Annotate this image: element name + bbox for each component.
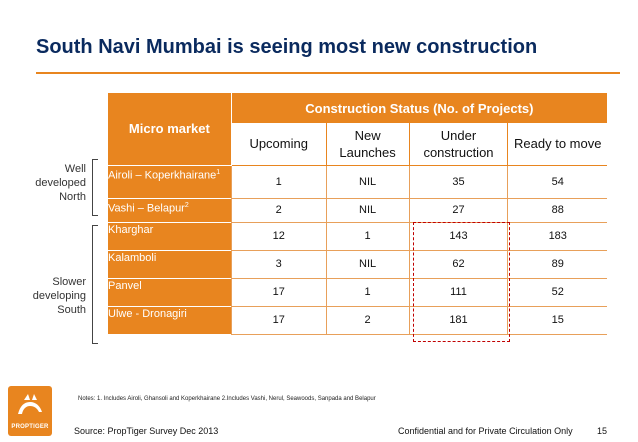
- source-note: Source: PropTiger Survey Dec 2013: [74, 426, 219, 436]
- page-number: 15: [597, 426, 608, 436]
- proptiger-logo: PROPTIGER: [8, 386, 52, 436]
- south-bracket: [92, 225, 98, 344]
- title-divider: [36, 72, 620, 74]
- micro-market-header: Micro market: [108, 93, 232, 165]
- cell: 62: [408, 250, 508, 279]
- row-name: Airoli – Koperkhairane1: [108, 164, 232, 198]
- col-upcoming: Upcoming: [230, 123, 327, 166]
- cell: 27: [408, 198, 508, 223]
- cell: NIL: [325, 198, 409, 223]
- table-row: Kalamboli 3 NIL 62 89: [108, 249, 607, 279]
- confidential-note: Confidential and for Private Circulation…: [398, 426, 573, 436]
- row-name: Panvel: [108, 277, 232, 306]
- cell: 3: [230, 250, 327, 279]
- row-name: Kharghar: [108, 221, 232, 250]
- status-header: Construction Status (No. of Projects): [231, 93, 607, 123]
- col-ready-to-move: Ready to move: [507, 123, 607, 166]
- cell: NIL: [325, 165, 409, 199]
- cell: 1: [230, 165, 327, 199]
- table-row: Airoli – Koperkhairane1 1 NIL 35 54: [108, 164, 607, 199]
- cell: 12: [230, 222, 327, 251]
- table-row: Vashi – Belapur2 2 NIL 27 88: [108, 197, 607, 223]
- col-new-launches: New Launches: [325, 123, 409, 166]
- cell: 89: [507, 250, 607, 279]
- north-bracket: [92, 159, 98, 216]
- table-row: Panvel 17 1 111 52: [108, 277, 607, 307]
- cell: 1: [325, 222, 409, 251]
- footnotes: Notes: 1. Includes Airoli, Ghansoli and …: [78, 396, 376, 402]
- slower-developing-label: Slower developing South: [32, 276, 86, 316]
- cell: 15: [507, 306, 607, 335]
- col-under-construction: Under construction: [408, 123, 508, 166]
- cell: 181: [408, 306, 508, 335]
- slide-title: South Navi Mumbai is seeing most new con…: [36, 36, 538, 58]
- cell: 88: [507, 198, 607, 223]
- table-row: Kharghar 12 1 143 183: [108, 221, 607, 251]
- cell: 143: [408, 222, 508, 251]
- row-name: Ulwe - Dronagiri: [108, 305, 232, 334]
- cell: 52: [507, 278, 607, 307]
- cell: 35: [408, 165, 508, 199]
- cell: 183: [507, 222, 607, 251]
- under-construction-highlight: [413, 222, 510, 342]
- table-row: Ulwe - Dronagiri 17 2 181 15: [108, 305, 607, 335]
- cell: 2: [230, 198, 327, 223]
- cell: 54: [507, 165, 607, 199]
- cell: 111: [408, 278, 508, 307]
- cell: 2: [325, 306, 409, 335]
- well-developed-label: Well developed North: [35, 163, 86, 203]
- row-name: Vashi – Belapur2: [108, 197, 232, 222]
- row-name: Kalamboli: [108, 249, 232, 278]
- cell: 17: [230, 306, 327, 335]
- cell: 1: [325, 278, 409, 307]
- cell: 17: [230, 278, 327, 307]
- tiger-logo-icon: [18, 394, 42, 414]
- construction-status-table: Micro market Construction Status (No. of…: [108, 93, 607, 335]
- logo-text: PROPTIGER: [11, 424, 49, 430]
- cell: NIL: [325, 250, 409, 279]
